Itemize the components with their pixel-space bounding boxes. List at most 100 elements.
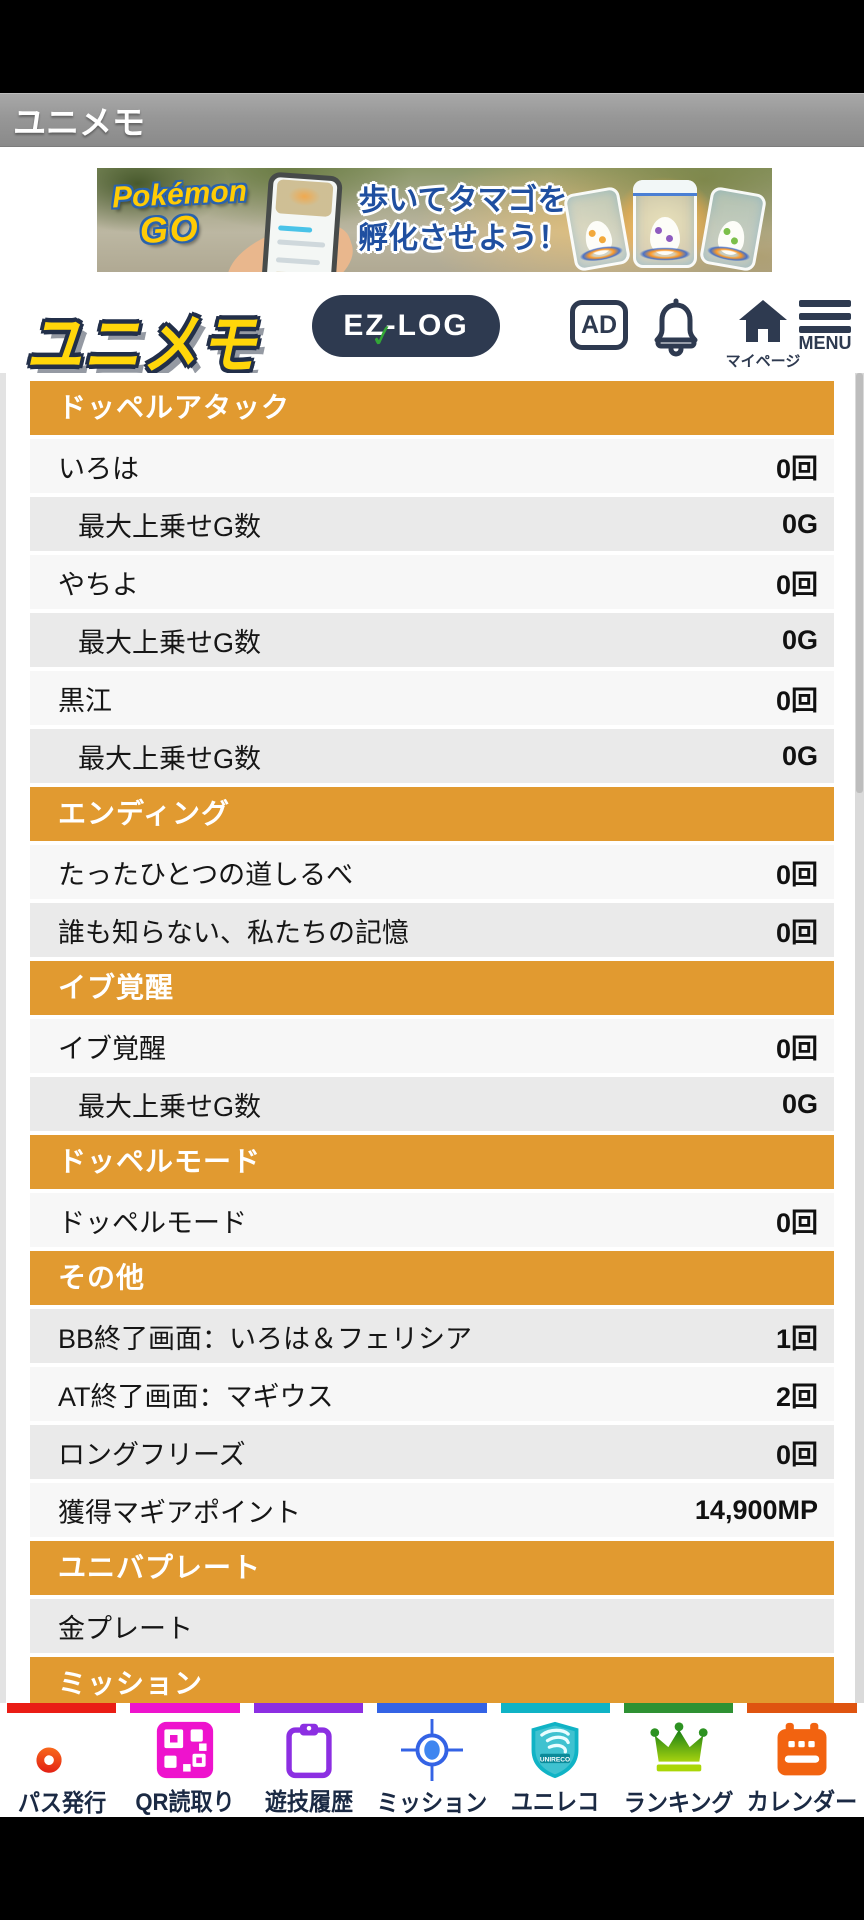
stat-value: 0G <box>781 508 818 539</box>
notification-bell-button[interactable] <box>648 296 704 362</box>
crown-icon <box>647 1719 711 1781</box>
unimemo-logo-text: ユニメモ <box>26 307 258 382</box>
home-icon <box>737 298 789 347</box>
stat-value: 0回 <box>775 453 818 484</box>
nav-color-bar <box>500 1703 611 1713</box>
nav-item-label: カレンダー <box>746 1789 858 1816</box>
stat-row: AT終了画面：マギウス 2回 <box>30 1367 834 1421</box>
stat-row: 最大上乗せG数 0G <box>30 613 834 667</box>
browser-title-bar: ユニメモ <box>0 93 864 147</box>
stat-row: ロングフリーズ 0回 <box>30 1425 834 1479</box>
ad-headline-line2: 孵化させよう！ <box>358 222 568 255</box>
nav-item-label: ユニレコ <box>511 1789 600 1816</box>
pokemon-go-ad-banner[interactable]: Pokémon GO 歩いてタマゴを 孵化させよう！ <box>97 168 772 272</box>
stat-row: 黒江 0回 <box>30 671 834 725</box>
stat-value: 0回 <box>775 1439 818 1470</box>
stat-row: 最大上乗せG数 0G <box>30 1077 834 1131</box>
nav-item-shield[interactable]: UNIRECO ユニレコ <box>494 1703 617 1817</box>
svg-text:UNIRECO: UNIRECO <box>540 1756 570 1763</box>
stat-label: イブ覚醒 <box>58 1033 166 1064</box>
main-content: Pokémon GO 歩いてタマゴを 孵化させよう！ <box>0 147 864 1705</box>
stat-value: 0回 <box>775 1033 818 1064</box>
ad-headline-line1: 歩いてタマゴを <box>358 184 568 217</box>
nav-item-label: QR読取り <box>135 1789 235 1816</box>
stat-value: 0回 <box>775 569 818 600</box>
section-header: その他 <box>30 1251 834 1305</box>
nav-color-bar <box>7 1703 117 1713</box>
nav-item-calendar[interactable]: カレンダー <box>740 1703 863 1817</box>
nav-item-target[interactable]: ミッション <box>370 1703 493 1817</box>
stat-label: BB終了画面：いろは＆フェリシア <box>58 1323 473 1354</box>
stat-value: 2回 <box>775 1381 818 1412</box>
nav-item-crown[interactable]: ランキング <box>617 1703 740 1817</box>
bottom-black-area <box>0 1817 864 1920</box>
stat-label: 最大上乗せG数 <box>78 1091 262 1122</box>
status-bar <box>0 0 864 93</box>
stat-value: 0回 <box>775 917 818 948</box>
section-header: エンディング <box>30 787 834 841</box>
nav-item-key[interactable]: パス発行 <box>0 1703 123 1817</box>
stat-value: 14,900MP <box>694 1494 818 1525</box>
ezlog-label: EZ-LOG <box>343 309 469 342</box>
stats-table: ドッペルアタック いろは 0回 最大上乗せG数 0G やちよ 0回 最大上乗せG数 0G 黒江 0回… <box>30 381 834 1705</box>
stat-row: 金プレート <box>30 1599 834 1653</box>
nav-color-bar <box>130 1703 240 1713</box>
stat-label: ロングフリーズ <box>58 1439 246 1470</box>
nav-item-clipboard[interactable]: 遊技履歴 <box>247 1703 370 1817</box>
section-header: ドッペルアタック <box>30 381 834 435</box>
nav-item-label: パス発行 <box>17 1790 106 1817</box>
stat-label: やちよ <box>58 569 139 600</box>
stat-value: 0G <box>781 740 818 771</box>
stat-row: 獲得マギアポイント 14,900MP <box>30 1483 834 1537</box>
section-header: ミッション <box>30 1657 834 1705</box>
stat-label: 最大上乗せG数 <box>78 743 262 774</box>
ad-headline: 歩いてタマゴを 孵化させよう！ <box>355 182 571 258</box>
stat-label: 最大上乗せG数 <box>78 627 262 658</box>
nav-item-label: ランキング <box>623 1790 734 1817</box>
ad-button[interactable]: AD <box>570 300 628 350</box>
menu-button[interactable]: MENU <box>797 300 853 354</box>
stat-label: ドッペルモード <box>58 1207 247 1238</box>
stat-value: 0回 <box>775 685 818 716</box>
mypage-button[interactable]: マイページ <box>726 298 800 371</box>
hamburger-icon <box>799 300 851 333</box>
menu-label: MENU <box>798 333 852 353</box>
stat-label: 誰も知らない、私たちの記憶 <box>58 917 409 948</box>
section-header: ユニバプレート <box>30 1541 834 1595</box>
nav-item-label: ミッション <box>376 1790 488 1817</box>
stat-label: たったひとつの道しるべ <box>58 859 354 890</box>
stat-value: 1回 <box>775 1323 818 1354</box>
nav-color-bar <box>377 1703 487 1713</box>
shield-icon: UNIRECO <box>523 1719 587 1780</box>
stat-row: 最大上乗せG数 0G <box>30 729 834 783</box>
stat-label: いろは <box>58 453 139 484</box>
stat-value: 0回 <box>775 859 818 890</box>
pokemon-go-logo: Pokémon GO <box>111 175 250 254</box>
scrollbar[interactable] <box>855 373 864 1705</box>
section-header: イブ覚醒 <box>30 961 834 1015</box>
section-header: ドッペルモード <box>30 1135 834 1189</box>
ezlog-button[interactable]: EZ-LOG ✓ <box>312 295 500 357</box>
unimemo-logo[interactable]: ユニメモ <box>26 292 258 381</box>
stat-value: 0回 <box>775 1207 818 1238</box>
calendar-icon <box>770 1719 834 1780</box>
nav-color-bar <box>253 1703 364 1713</box>
page-edge <box>0 373 6 1705</box>
check-icon: ✓ <box>367 317 400 356</box>
bell-icon <box>650 298 702 361</box>
nav-item-qr[interactable]: QR読取り <box>123 1703 246 1817</box>
qr-icon <box>153 1719 217 1780</box>
phone-image <box>261 171 343 272</box>
stat-value: 0G <box>781 624 818 655</box>
egg-incubators-image <box>562 168 768 272</box>
page-title: ユニメモ <box>13 104 145 141</box>
stat-label: 獲得マギアポイント <box>58 1497 301 1528</box>
stat-label: AT終了画面：マギウス <box>58 1381 334 1412</box>
scrollbar-thumb[interactable] <box>856 373 863 793</box>
stat-label: 金プレート <box>58 1613 193 1644</box>
stat-row: 誰も知らない、私たちの記憶 0回 <box>30 903 834 957</box>
stat-row: たったひとつの道しるべ 0回 <box>30 845 834 899</box>
key-icon <box>30 1719 94 1781</box>
ad-button-label: AD <box>580 310 618 339</box>
